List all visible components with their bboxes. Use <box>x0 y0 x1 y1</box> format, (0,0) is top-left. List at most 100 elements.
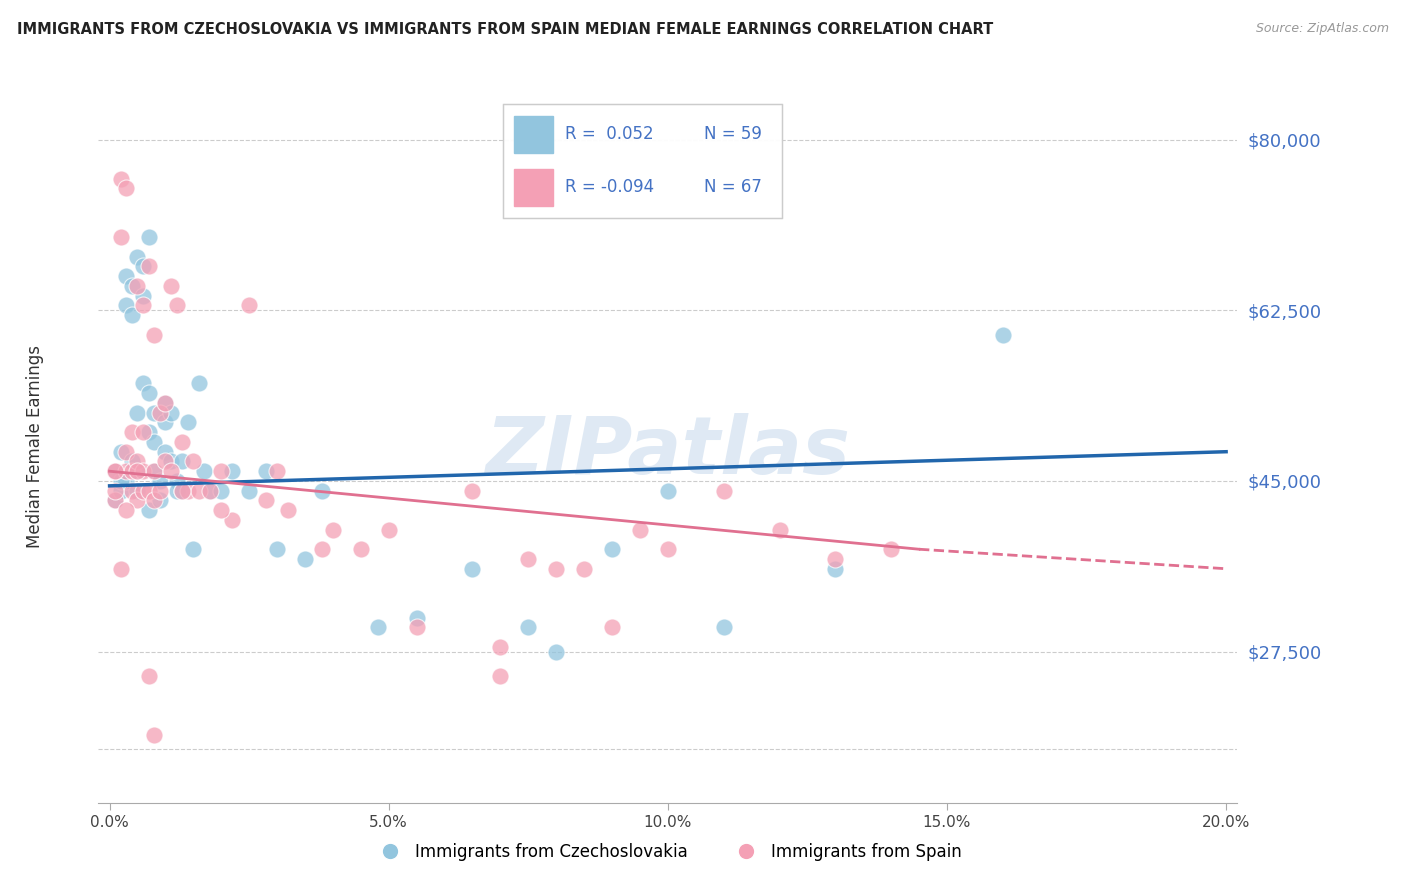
Point <box>143 406 166 420</box>
Point <box>254 493 277 508</box>
Point <box>367 620 389 634</box>
Text: Median Female Earnings: Median Female Earnings <box>27 344 44 548</box>
Point <box>121 454 143 468</box>
Point <box>311 542 333 557</box>
Point <box>628 523 651 537</box>
Point <box>546 562 568 576</box>
Point <box>266 542 288 557</box>
Point <box>198 483 221 498</box>
Point <box>177 416 200 430</box>
Point <box>127 483 149 498</box>
Point <box>143 727 166 741</box>
Point <box>138 503 160 517</box>
Point <box>115 464 138 478</box>
Point <box>600 620 623 634</box>
Point <box>121 425 143 440</box>
Point <box>143 327 166 342</box>
Point <box>824 562 846 576</box>
Point <box>110 562 132 576</box>
Point <box>160 464 183 478</box>
Point <box>115 444 138 458</box>
Point <box>138 230 160 244</box>
Point <box>143 464 166 478</box>
Point <box>115 503 138 517</box>
Point <box>209 503 232 517</box>
Point <box>405 620 427 634</box>
Point <box>350 542 373 557</box>
Point <box>183 454 205 468</box>
Point <box>166 298 188 312</box>
Point <box>311 483 333 498</box>
Point <box>138 386 160 401</box>
Point <box>132 376 155 391</box>
Point <box>160 454 183 468</box>
Point <box>177 483 200 498</box>
Point <box>127 279 149 293</box>
Point <box>713 483 735 498</box>
Point <box>138 669 160 683</box>
Point <box>143 464 166 478</box>
Point <box>172 483 194 498</box>
Point <box>121 464 143 478</box>
Point <box>110 474 132 488</box>
Point <box>166 483 188 498</box>
Point <box>155 454 177 468</box>
Point <box>489 669 512 683</box>
Point <box>110 483 132 498</box>
Text: Source: ZipAtlas.com: Source: ZipAtlas.com <box>1256 22 1389 36</box>
Point <box>110 171 132 186</box>
Point <box>104 483 127 498</box>
Point <box>160 406 183 420</box>
Point <box>115 474 138 488</box>
Point <box>238 298 260 312</box>
Point <box>768 523 790 537</box>
Point <box>132 298 155 312</box>
Point <box>209 464 232 478</box>
Point <box>294 552 316 566</box>
Point <box>132 288 155 302</box>
Point <box>600 542 623 557</box>
Point <box>155 396 177 410</box>
Point <box>155 396 177 410</box>
Point <box>517 620 540 634</box>
Point <box>198 483 221 498</box>
Point <box>132 425 155 440</box>
Point <box>187 376 209 391</box>
Point <box>254 464 277 478</box>
Point <box>187 483 209 498</box>
Point <box>221 464 243 478</box>
Point <box>127 464 149 478</box>
Point <box>991 327 1014 342</box>
Point <box>166 474 188 488</box>
Point <box>143 434 166 449</box>
Point <box>657 483 679 498</box>
Point <box>405 610 427 624</box>
Point <box>155 416 177 430</box>
Point <box>132 464 155 478</box>
Point <box>104 464 127 478</box>
Point <box>266 464 288 478</box>
Point <box>149 493 172 508</box>
Point <box>183 542 205 557</box>
Point <box>121 483 143 498</box>
Point <box>209 483 232 498</box>
Point <box>104 493 127 508</box>
Point <box>160 279 183 293</box>
Point <box>546 645 568 659</box>
Point <box>377 523 399 537</box>
Point <box>121 308 143 322</box>
Point <box>143 493 166 508</box>
Point <box>138 483 160 498</box>
Point <box>149 406 172 420</box>
Point <box>110 230 132 244</box>
Point <box>657 542 679 557</box>
Point <box>115 181 138 195</box>
Point <box>132 483 155 498</box>
Point <box>193 464 215 478</box>
Point <box>149 474 172 488</box>
Point <box>127 406 149 420</box>
Point <box>572 562 595 576</box>
Point <box>104 493 127 508</box>
Point <box>115 298 138 312</box>
Point <box>172 434 194 449</box>
